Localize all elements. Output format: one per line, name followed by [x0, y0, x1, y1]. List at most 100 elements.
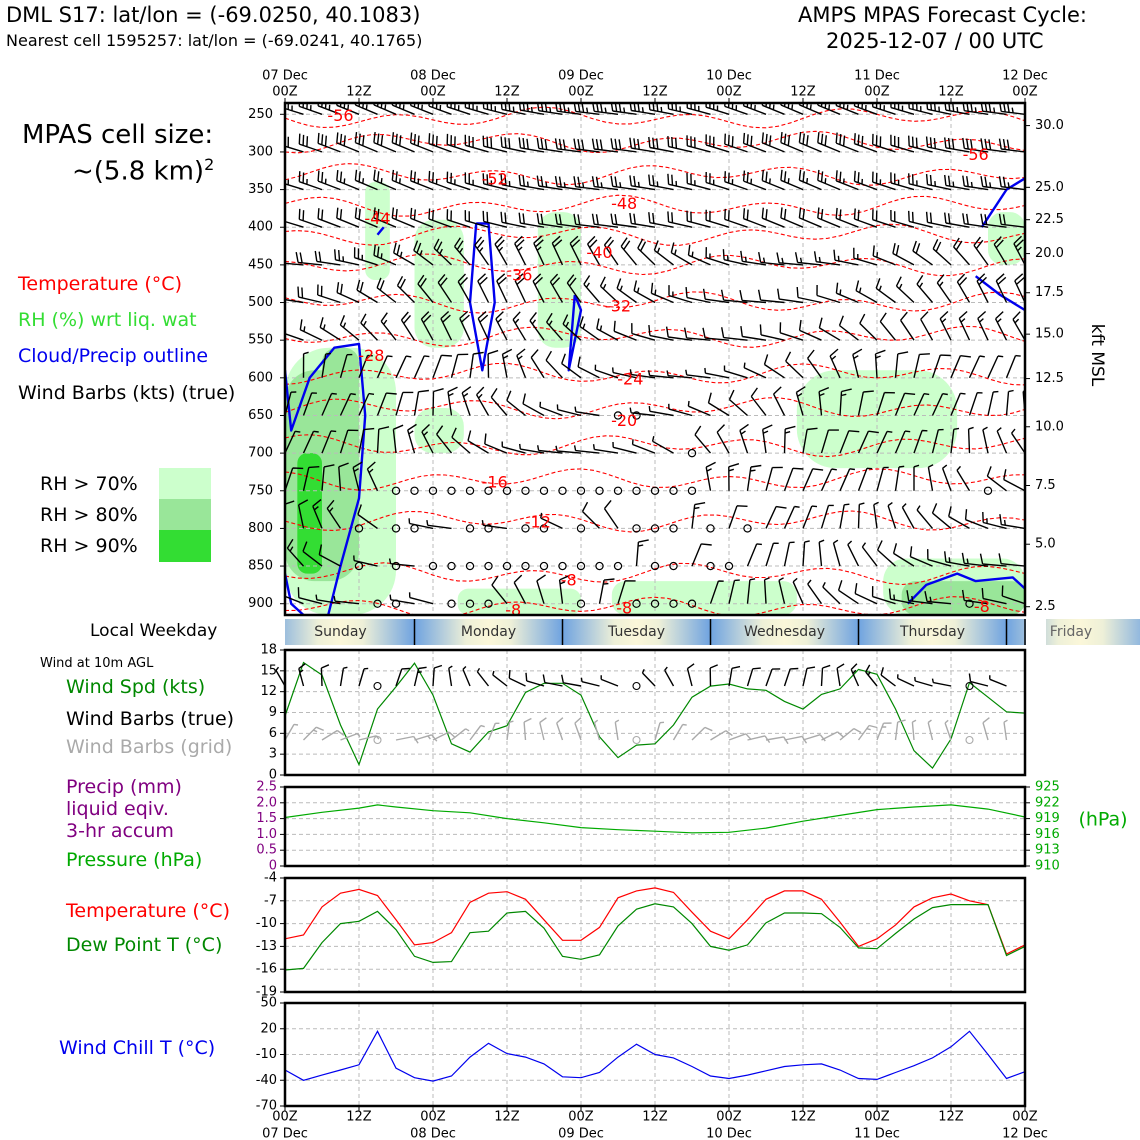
- wind-barb: [740, 326, 767, 341]
- wind-barb: [298, 208, 323, 228]
- wind-barb: [783, 467, 804, 492]
- wind-barb: [900, 311, 915, 341]
- wind-barb-10m-grid: [911, 719, 917, 741]
- wind-barb-10m-true: [580, 677, 600, 687]
- wind-barb: [612, 367, 637, 379]
- wind-barb: [783, 505, 800, 529]
- wind-barb: [591, 213, 619, 228]
- wind-barb: [890, 134, 915, 153]
- wind-barb: [317, 170, 341, 191]
- wind-barb-10m-true: [525, 672, 545, 687]
- wind-barb: [482, 210, 508, 228]
- calm-10m-true: [373, 681, 382, 691]
- wind-barb: [285, 595, 304, 605]
- wind-barb: [920, 311, 934, 341]
- wind-barb: [835, 132, 859, 153]
- wind-barb: [388, 558, 415, 567]
- product-title: AMPS MPAS Forecast Cycle:: [798, 3, 1087, 27]
- wind-barb: [728, 463, 740, 491]
- wind-barb: [610, 175, 637, 191]
- weekday-label: Friday: [1050, 624, 1092, 640]
- wind-barb: [854, 583, 878, 605]
- precip-panel-ytick-label: 0: [269, 859, 277, 874]
- pressure-ytick-label: 910: [1035, 859, 1060, 874]
- calm-wind-circle: [558, 561, 567, 571]
- wind-barb-10m-grid: [691, 726, 713, 741]
- wind-barb-10m-grid: [523, 717, 532, 741]
- precip-panel-ytick-label: 0.5: [256, 843, 277, 858]
- hpa-tick-label: 550: [248, 333, 273, 348]
- wind-barb: [916, 275, 934, 303]
- calm-wind-circle: [465, 561, 475, 571]
- wind-barb: [573, 138, 600, 153]
- wind-barb: [555, 445, 582, 454]
- wind-barb: [835, 282, 859, 304]
- wind-barb: [759, 324, 785, 341]
- bottom-x-day: 10 Dec: [706, 1127, 752, 1140]
- bottom-x-hour: 00Z: [716, 1110, 742, 1125]
- wind-barb: [1013, 235, 1025, 266]
- wind-barb: [583, 275, 601, 303]
- wind-barb: [888, 588, 915, 605]
- wind-barb: [339, 393, 356, 416]
- calm-wind-circle: [484, 599, 493, 608]
- wind-barb: [1005, 389, 1014, 416]
- wind-barb-10m-true: [746, 667, 761, 687]
- wind-barb: [477, 273, 490, 303]
- wind-barb-10m-true: [561, 674, 582, 687]
- pressure-ytick-label: 922: [1035, 795, 1060, 810]
- wind-barb: [358, 354, 373, 379]
- pressure-line: [284, 804, 1026, 834]
- calm-wind-circle: [595, 486, 604, 495]
- wind-barb: [413, 240, 434, 266]
- windchill-panel-ytick-label: -70: [256, 1099, 277, 1114]
- wind-barb: [446, 103, 471, 115]
- wind-barb: [354, 169, 378, 191]
- wind-barb: [758, 251, 785, 266]
- calm-wind-circle: [965, 599, 974, 608]
- wind-spd-label: Wind Spd (kts): [66, 676, 206, 698]
- wind-barb: [962, 137, 989, 153]
- wind-barb: [539, 401, 563, 417]
- wind-barb: [783, 541, 795, 567]
- wind-barb-10m-true: [339, 666, 348, 687]
- wind-barb: [792, 577, 804, 604]
- calm-wind-circle: [447, 486, 456, 495]
- wind-barb: [514, 235, 527, 266]
- wind-barbs-true-label: Wind Barbs (true): [66, 708, 235, 730]
- wind-barb: [338, 462, 349, 491]
- wind-barb: [354, 103, 378, 115]
- wind-barb: [724, 133, 748, 153]
- wind-barb: [540, 512, 563, 530]
- wind-barb: [360, 313, 379, 341]
- bottom-x-day: 11 Dec: [854, 1127, 900, 1140]
- wind-barb: [459, 310, 471, 341]
- wind-barb: [913, 353, 930, 378]
- calm-wind-circle: [669, 486, 678, 495]
- wind-barb: [852, 348, 863, 378]
- bottom-x-day: 12 Dec: [1002, 1127, 1048, 1140]
- bottom-x-hour: 00Z: [864, 1110, 890, 1125]
- isotherm-line: [285, 130, 1025, 154]
- wind-barb: [670, 242, 693, 266]
- wind-barb-10m-grid: [857, 724, 878, 741]
- wind-barb-10m-true: [931, 678, 952, 687]
- bottom-x-hour: 00Z: [420, 1110, 446, 1125]
- wind-barb: [516, 348, 527, 379]
- wind-barb: [629, 369, 656, 379]
- top-x-day: 11 Dec: [854, 69, 900, 84]
- wind-barb: [391, 169, 415, 191]
- isotherm-label: -32: [605, 297, 631, 316]
- wind-barb: [817, 103, 841, 115]
- wind-barb: [315, 594, 341, 605]
- wind-barb: [447, 386, 458, 416]
- wind-barb: [426, 519, 452, 530]
- wind-barb: [569, 235, 582, 266]
- calm-wind-circle: [650, 599, 660, 608]
- wind-barb: [913, 464, 920, 491]
- wind-barb: [833, 249, 859, 266]
- wind-barb: [746, 543, 762, 567]
- wind-barb: [839, 503, 850, 529]
- wind-barb: [967, 426, 974, 454]
